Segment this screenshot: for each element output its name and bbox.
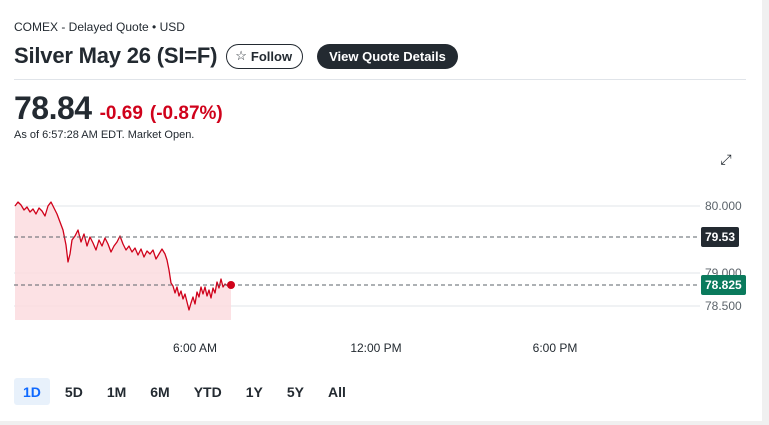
x-tick-label: 6:00 AM bbox=[173, 341, 217, 355]
price-change-percent: (-0.87%) bbox=[149, 103, 223, 124]
price-change: -0.69 bbox=[99, 103, 143, 124]
price-chart[interactable]: 80.000 79.000 78.500 79.53 78.825 6:00 A… bbox=[0, 190, 762, 365]
range-button-all[interactable]: All bbox=[327, 383, 346, 400]
current-price-dot bbox=[227, 281, 235, 289]
x-tick-label: 12:00 PM bbox=[350, 341, 401, 355]
expand-icon[interactable]: ⤢ bbox=[720, 150, 732, 167]
previous-close-badge bbox=[701, 227, 739, 247]
price-area bbox=[15, 202, 231, 320]
range-button-1m[interactable]: 1M bbox=[106, 383, 127, 400]
range-button-6m[interactable]: 6M bbox=[150, 383, 170, 400]
current-price-label: 78.825 bbox=[705, 278, 742, 292]
current-price-badge bbox=[701, 275, 746, 295]
x-tick-label: 6:00 PM bbox=[533, 341, 578, 355]
view-quote-details-button[interactable]: View Quote Details bbox=[317, 43, 458, 69]
title-row: Silver May 26 (SI=F) ☆ Follow View Quote… bbox=[14, 43, 458, 69]
star-icon: ☆ bbox=[235, 48, 247, 63]
range-button-1d[interactable]: 1D bbox=[14, 378, 50, 405]
as-of-timestamp: As of 6:57:28 AM EDT. Market Open. bbox=[14, 129, 195, 141]
page-title: Silver May 26 (SI=F) bbox=[14, 43, 218, 68]
divider bbox=[14, 79, 746, 80]
range-button-1y[interactable]: 1Y bbox=[245, 383, 263, 400]
follow-label: Follow bbox=[250, 48, 293, 64]
range-button-5d[interactable]: 5D bbox=[64, 383, 83, 400]
price-line bbox=[14, 201, 232, 311]
time-range-selector: 1D 5D 1M 6M YTD 1Y 5Y All bbox=[14, 378, 361, 405]
current-price: 78.84 bbox=[14, 90, 92, 126]
range-button-5y[interactable]: 5Y bbox=[286, 383, 304, 400]
exchange-info: COMEX - Delayed Quote • USD bbox=[14, 20, 185, 34]
previous-close-label: 79.53 bbox=[705, 230, 735, 244]
range-button-ytd[interactable]: YTD bbox=[193, 383, 222, 400]
follow-button[interactable]: ☆ Follow bbox=[226, 43, 304, 69]
y-tick-label: 78.500 bbox=[705, 299, 742, 313]
y-tick-label: 80.000 bbox=[705, 199, 742, 213]
price-row: 78.84 -0.69 (-0.87%) bbox=[14, 90, 223, 127]
